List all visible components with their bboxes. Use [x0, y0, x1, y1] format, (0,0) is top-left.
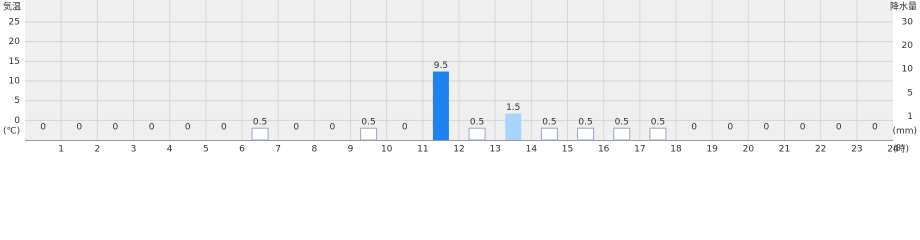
- value-label: 0: [872, 123, 878, 133]
- x-tick-label: 2: [94, 145, 100, 155]
- value-label: 1.5: [506, 103, 520, 113]
- x-tick-label: 3: [131, 145, 137, 155]
- value-label: 0.5: [542, 118, 556, 128]
- y2-tick-label: 1: [907, 112, 913, 122]
- bar: [468, 127, 486, 141]
- y2-tick-label: 30: [902, 18, 914, 28]
- y-tick-label: 10: [9, 77, 21, 87]
- value-label: 0.5: [651, 118, 665, 128]
- y-tick-label: 15: [9, 57, 20, 67]
- bar: [505, 113, 522, 140]
- y-tick-label: 20: [9, 37, 21, 47]
- value-label: 0: [330, 123, 336, 133]
- value-label: 0.5: [578, 118, 592, 128]
- value-label: 0.5: [470, 118, 484, 128]
- bar: [432, 71, 449, 140]
- x-tick-label: 8: [311, 145, 317, 155]
- value-label: 0: [40, 123, 46, 133]
- y2-unit: (mm): [892, 127, 917, 137]
- value-label: 0: [113, 123, 119, 133]
- bar: [251, 127, 269, 141]
- value-label: 0.5: [361, 118, 375, 128]
- bar: [649, 127, 667, 141]
- x-tick-label: 22: [815, 145, 826, 155]
- bar: [360, 127, 378, 141]
- x-tick-label: 13: [489, 145, 500, 155]
- x-tick-label: 11: [417, 145, 428, 155]
- x-tick-label: 5: [203, 145, 209, 155]
- page: {"chart_data": {"type": "bar", "y_label"…: [3, 0, 917, 155]
- value-label: 0.5: [253, 118, 267, 128]
- y-axis-title: 気温: [3, 1, 21, 13]
- x-tick-label: 21: [779, 145, 790, 155]
- x-tick-label: 6: [239, 145, 245, 155]
- x-tick-label: 24: [887, 145, 899, 155]
- y-unit: (℃): [3, 127, 20, 137]
- y2-tick-label: 10: [902, 65, 914, 75]
- y-tick-label: 5: [14, 96, 20, 106]
- value-label: 0: [185, 123, 191, 133]
- value-label: 0: [293, 123, 299, 133]
- value-label: 0: [149, 123, 155, 133]
- x-unit: (時): [893, 144, 909, 155]
- x-tick-label: 18: [670, 145, 682, 155]
- value-label: 0: [764, 123, 770, 133]
- x-tick-label: 9: [348, 145, 354, 155]
- x-tick-label: 19: [706, 145, 718, 155]
- x-tick-label: 17: [634, 145, 645, 155]
- x-tick-label: 15: [562, 145, 573, 155]
- value-label: 0.5: [615, 118, 629, 128]
- y2-tick-label: 5: [907, 88, 913, 98]
- y-tick-label: 0: [14, 116, 20, 126]
- value-label: 0: [836, 123, 842, 133]
- x-tick-label: 4: [167, 145, 173, 155]
- value-label: 0: [402, 123, 408, 133]
- chart: 気温 降水量 (℃) (mm) (時) 05101520251510203010…: [3, 0, 917, 155]
- bar: [577, 127, 595, 141]
- y2-tick-label: 20: [902, 41, 914, 51]
- bar: [613, 127, 631, 141]
- value-label: 0: [800, 123, 806, 133]
- bar: [540, 127, 558, 141]
- x-tick-label: 14: [526, 145, 538, 155]
- x-tick-label: 23: [851, 145, 862, 155]
- value-label: 9.5: [434, 61, 448, 71]
- value-label: 0: [76, 123, 82, 133]
- value-label: 0: [221, 123, 227, 133]
- x-tick-label: 7: [275, 145, 281, 155]
- x-tick-label: 16: [598, 145, 610, 155]
- y2-axis-title: 降水量: [890, 1, 917, 13]
- x-tick-label: 12: [453, 145, 464, 155]
- value-label: 0: [727, 123, 733, 133]
- x-tick-label: 10: [381, 145, 393, 155]
- y-tick-label: 25: [9, 18, 20, 28]
- x-tick-label: 1: [58, 145, 64, 155]
- x-tick-label: 20: [743, 145, 755, 155]
- value-label: 0: [691, 123, 697, 133]
